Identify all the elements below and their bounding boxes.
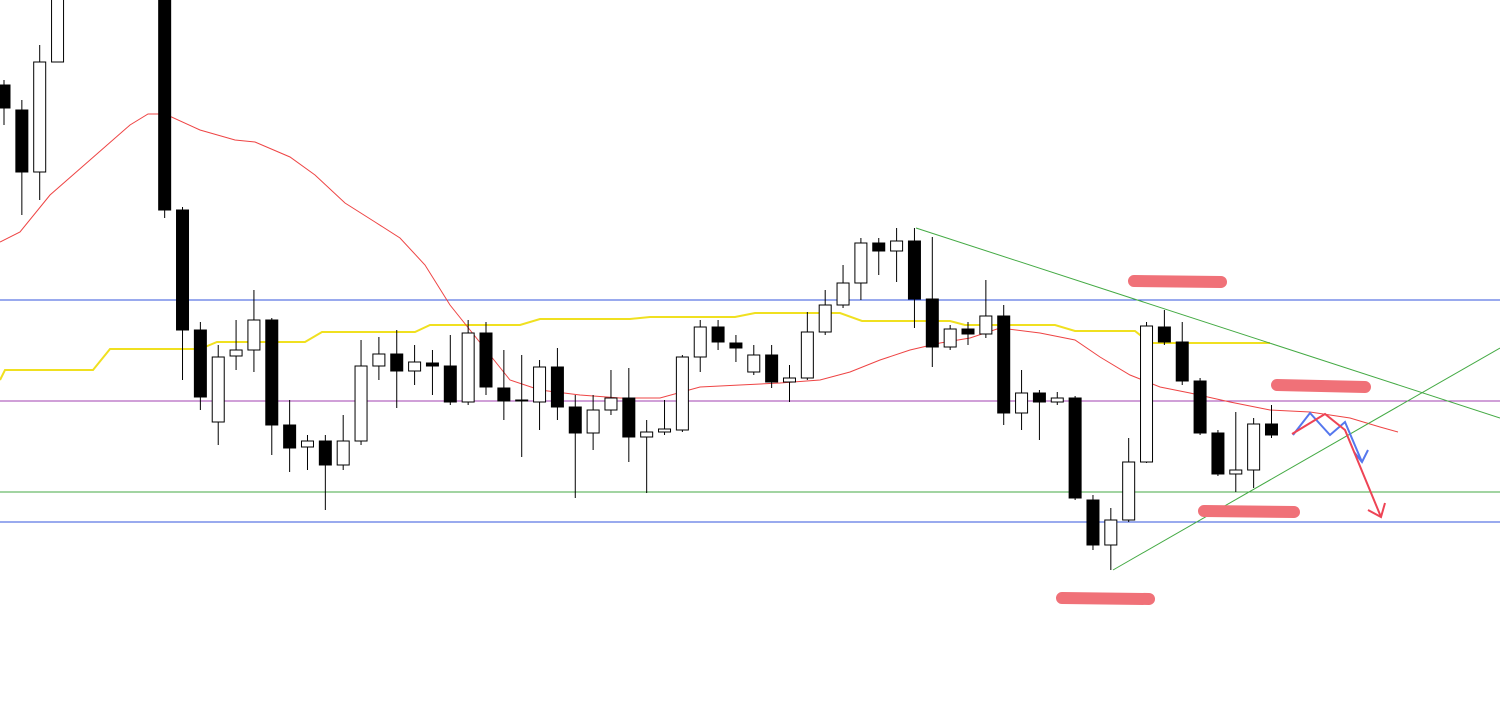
candle-body bbox=[211, 356, 225, 423]
candle-body bbox=[354, 365, 368, 442]
candle-body bbox=[997, 315, 1011, 414]
candle-body bbox=[461, 332, 475, 403]
candle-body bbox=[1229, 469, 1243, 475]
candle-body bbox=[1193, 380, 1207, 434]
blue-arrow bbox=[1292, 411, 1363, 463]
candle-body bbox=[586, 409, 600, 434]
candle-body bbox=[265, 319, 279, 426]
candle-body bbox=[390, 353, 404, 372]
trend-line bbox=[1112, 347, 1500, 571]
candle-body bbox=[533, 366, 547, 403]
indicators bbox=[0, 113, 1500, 523]
candle-body bbox=[300, 440, 314, 448]
candle-body bbox=[1247, 423, 1261, 471]
candle-body bbox=[640, 431, 654, 438]
red-arrow bbox=[1291, 412, 1382, 518]
annotations bbox=[915, 227, 1500, 605]
trend-line bbox=[915, 227, 1500, 419]
red-arrow-head bbox=[1367, 502, 1386, 519]
candle-body bbox=[33, 61, 47, 173]
highlight-mark bbox=[1198, 505, 1300, 518]
candle-body bbox=[318, 440, 332, 466]
candle-body bbox=[425, 362, 439, 367]
candle-body bbox=[372, 353, 386, 367]
candle-body bbox=[872, 242, 886, 252]
candle-body bbox=[907, 240, 921, 300]
candle-body bbox=[836, 282, 850, 306]
candle-body bbox=[854, 242, 868, 284]
candle-body bbox=[622, 397, 636, 438]
candle-body bbox=[1122, 461, 1136, 521]
candle-body bbox=[0, 84, 11, 109]
candle-body bbox=[747, 354, 761, 373]
candle-body bbox=[443, 365, 457, 403]
highlight-mark bbox=[1128, 275, 1227, 288]
candle-body bbox=[1157, 326, 1171, 343]
candle-body bbox=[15, 109, 29, 173]
candle-body bbox=[782, 377, 796, 383]
candle-body bbox=[1104, 519, 1118, 546]
candle-body bbox=[961, 328, 975, 335]
candle-body bbox=[675, 356, 689, 431]
candle-body bbox=[568, 406, 582, 434]
moving-average bbox=[0, 113, 1399, 433]
highlight-mark bbox=[1056, 592, 1155, 605]
candle-body bbox=[1015, 392, 1029, 414]
candle-body bbox=[1211, 432, 1225, 475]
candle-body bbox=[1086, 499, 1100, 546]
candle-body bbox=[979, 315, 993, 335]
candle-body bbox=[51, 0, 65, 63]
candle-body bbox=[176, 209, 190, 331]
candle-body bbox=[1032, 392, 1046, 403]
candle-body bbox=[283, 424, 297, 449]
candle-body bbox=[1068, 397, 1082, 499]
blue-arrow-head bbox=[1353, 449, 1369, 464]
candle-body bbox=[550, 366, 564, 408]
candle-body bbox=[336, 440, 350, 466]
candle-body bbox=[1050, 397, 1064, 403]
candle-body bbox=[158, 0, 172, 211]
candle-body bbox=[1175, 341, 1189, 382]
candle-body bbox=[693, 326, 707, 358]
candle-body bbox=[247, 319, 261, 351]
candle-body bbox=[925, 298, 939, 348]
candle-body bbox=[658, 428, 672, 433]
candle-body bbox=[193, 329, 207, 398]
yellow-indicator bbox=[0, 312, 1270, 381]
candle-body bbox=[604, 397, 618, 411]
candles bbox=[0, 0, 1278, 570]
candle-body bbox=[943, 328, 957, 348]
candle-body bbox=[408, 361, 422, 372]
candle-body bbox=[479, 332, 493, 388]
highlight-mark bbox=[1271, 379, 1371, 393]
candle-body bbox=[890, 240, 904, 252]
candle-body bbox=[229, 349, 243, 357]
candle-body bbox=[818, 304, 832, 333]
candle-body bbox=[765, 354, 779, 383]
candle-body bbox=[729, 342, 743, 349]
candle-body bbox=[1140, 325, 1154, 463]
candle-body bbox=[515, 399, 529, 402]
candle-body bbox=[711, 326, 725, 343]
candle-body bbox=[1264, 423, 1278, 436]
candle-body bbox=[800, 331, 814, 379]
candle-body bbox=[497, 387, 511, 402]
